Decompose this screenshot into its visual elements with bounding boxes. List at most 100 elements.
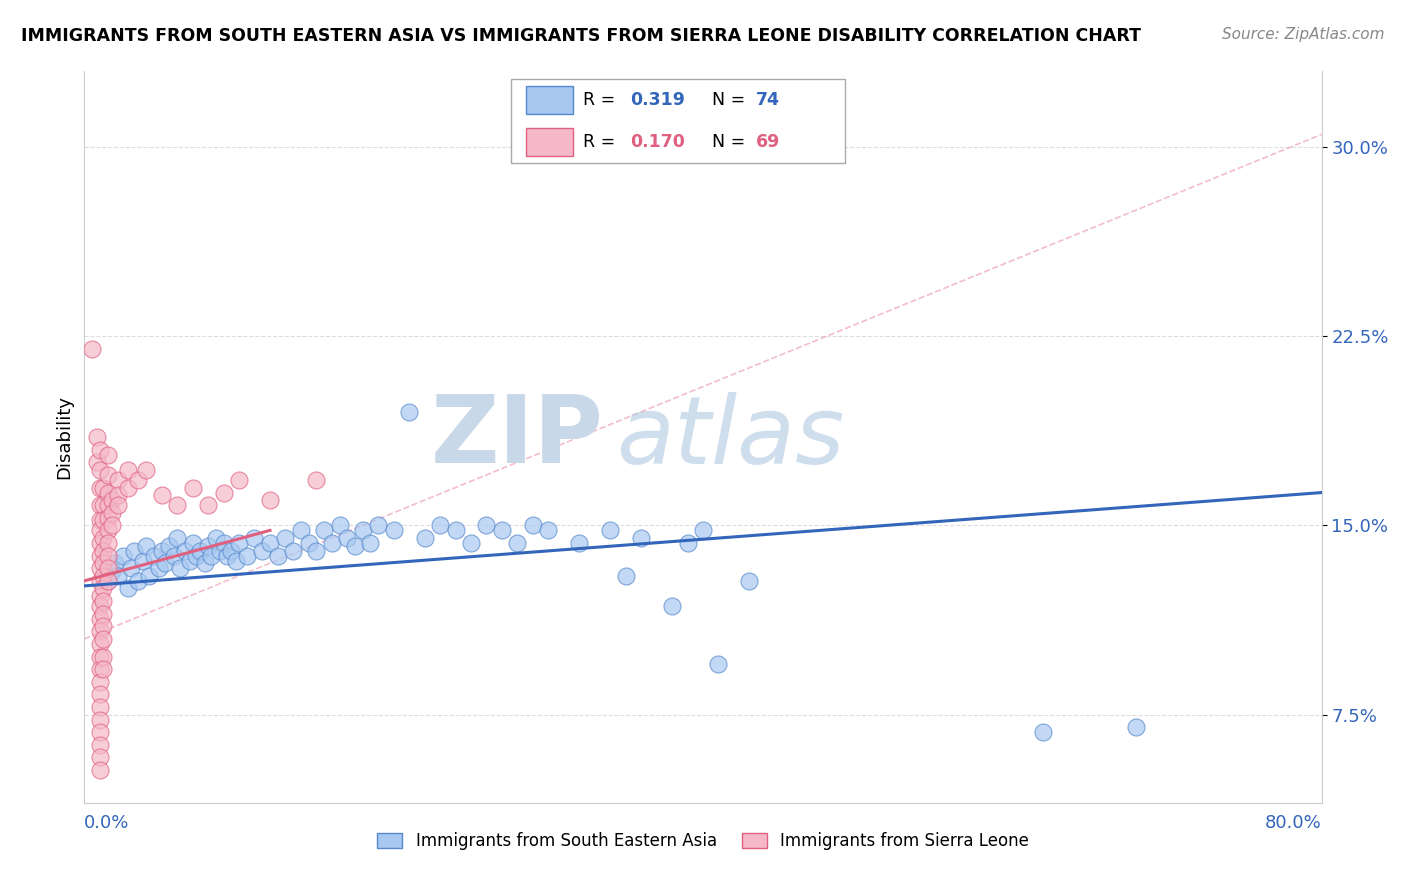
Point: [89, 700, 111, 714]
Point: [219, 543, 242, 558]
Point: [205, 531, 228, 545]
Point: [89, 498, 111, 512]
Point: [1372, 140, 1395, 154]
Point: [89, 524, 111, 538]
Point: [243, 531, 266, 545]
Point: [89, 561, 111, 575]
Point: [89, 725, 111, 739]
Point: [429, 518, 451, 533]
Point: [475, 518, 498, 533]
Point: [215, 549, 238, 563]
Point: [89, 662, 111, 676]
Point: [676, 536, 699, 550]
Point: [96, 510, 118, 524]
Point: [101, 518, 124, 533]
Point: [150, 488, 173, 502]
Point: [117, 463, 139, 477]
Point: [91, 481, 114, 495]
Point: [537, 524, 560, 538]
Point: [89, 463, 111, 477]
Point: [107, 488, 129, 502]
Point: [305, 473, 328, 487]
Point: [86, 430, 108, 444]
Point: [163, 549, 186, 563]
Point: [413, 531, 436, 545]
Point: [184, 549, 207, 563]
Point: [159, 539, 180, 553]
Text: 80.0%: 80.0%: [1265, 814, 1322, 832]
Point: [96, 574, 118, 588]
Point: [661, 599, 683, 613]
Point: [197, 498, 219, 512]
Point: [89, 513, 111, 527]
Point: [250, 543, 273, 558]
Point: [96, 448, 118, 462]
Point: [91, 531, 114, 545]
Point: [89, 612, 111, 626]
Point: [91, 662, 114, 676]
Point: [209, 543, 232, 558]
Point: [305, 543, 328, 558]
Point: [274, 531, 297, 545]
Point: [91, 594, 114, 608]
Point: [181, 536, 204, 550]
Point: [96, 574, 118, 588]
Text: 0.0%: 0.0%: [84, 814, 129, 832]
Point: [235, 549, 259, 563]
Point: [194, 556, 217, 570]
Point: [89, 738, 111, 752]
Point: [179, 554, 201, 568]
Point: [86, 455, 108, 469]
Point: [89, 442, 111, 457]
Point: [328, 518, 352, 533]
Point: [89, 536, 111, 550]
Point: [91, 556, 114, 570]
Text: R =: R =: [583, 133, 620, 151]
Point: [89, 750, 111, 764]
Point: [127, 473, 149, 487]
Point: [367, 518, 389, 533]
Point: [89, 674, 111, 689]
Point: [91, 607, 114, 621]
Point: [297, 536, 319, 550]
Legend: Immigrants from South Eastern Asia, Immigrants from Sierra Leone: Immigrants from South Eastern Asia, Immi…: [371, 825, 1035, 856]
Point: [135, 539, 157, 553]
Point: [259, 536, 281, 550]
Point: [321, 536, 343, 550]
Point: [166, 531, 188, 545]
Point: [174, 543, 197, 558]
Point: [96, 485, 118, 500]
Point: [96, 498, 118, 512]
Point: [360, 536, 382, 550]
Point: [281, 543, 305, 558]
Point: [738, 574, 761, 588]
Point: [96, 524, 118, 538]
Point: [91, 582, 114, 596]
Point: [91, 632, 114, 646]
Point: [143, 549, 166, 563]
Point: [132, 554, 155, 568]
Point: [117, 582, 139, 596]
Point: [150, 543, 173, 558]
Point: [101, 493, 124, 508]
Point: [599, 524, 621, 538]
Point: [138, 569, 160, 583]
Point: [267, 549, 290, 563]
Point: [89, 637, 111, 651]
Point: [630, 531, 652, 545]
Point: [352, 524, 374, 538]
Point: [259, 493, 281, 508]
Point: [96, 561, 118, 575]
Point: [89, 549, 111, 563]
Point: [127, 574, 149, 588]
Point: [107, 473, 129, 487]
Point: [200, 549, 222, 563]
Point: [91, 498, 114, 512]
Point: [101, 506, 124, 520]
Point: [1125, 720, 1147, 734]
Point: [460, 536, 482, 550]
Point: [506, 536, 529, 550]
Point: [89, 624, 111, 639]
Point: [212, 536, 235, 550]
Point: [343, 539, 366, 553]
